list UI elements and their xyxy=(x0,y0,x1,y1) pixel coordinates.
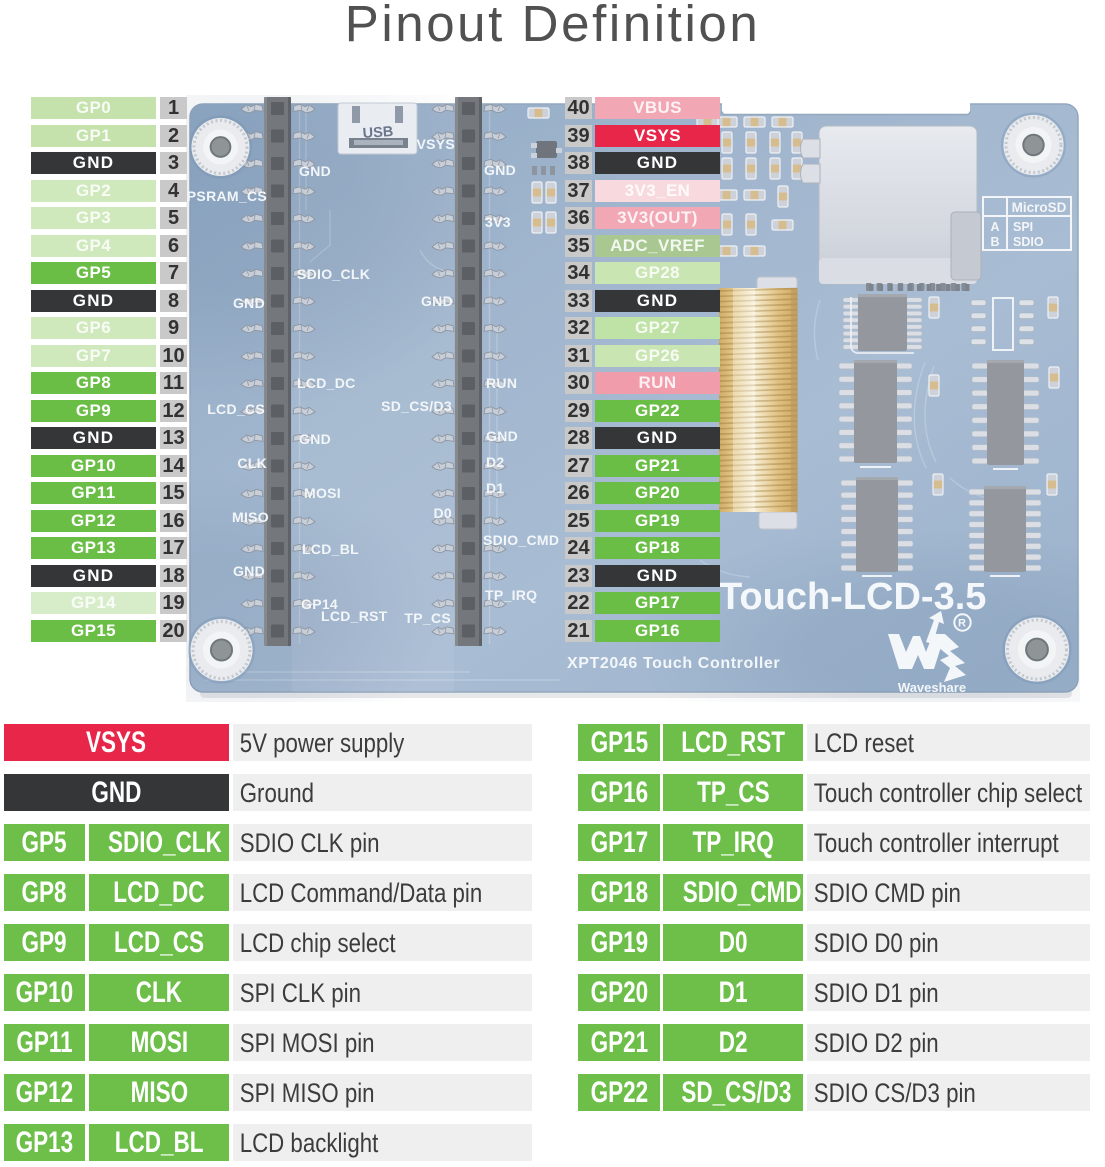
svg-text:XPT2046 Touch Controller: XPT2046 Touch Controller xyxy=(567,655,780,672)
svg-text:GND: GND xyxy=(299,431,331,447)
svg-text:R: R xyxy=(958,618,966,630)
svg-text:TP_CS: TP_CS xyxy=(404,610,451,626)
svg-text:SPI: SPI xyxy=(1013,220,1033,234)
svg-text:B: B xyxy=(990,235,999,249)
svg-text:3V3: 3V3 xyxy=(485,214,511,230)
svg-text:TP_IRQ: TP_IRQ xyxy=(485,587,537,603)
svg-text:MISO: MISO xyxy=(232,509,269,525)
svg-text:CLK: CLK xyxy=(237,455,267,471)
svg-text:SDIO_CLK: SDIO_CLK xyxy=(297,266,370,282)
svg-text:GND: GND xyxy=(486,428,518,444)
svg-text:SDIO_CMD: SDIO_CMD xyxy=(483,532,559,548)
svg-text:PSRAM_CS: PSRAM_CS xyxy=(187,188,267,204)
svg-text:GP14: GP14 xyxy=(301,596,338,612)
svg-text:MicroSD: MicroSD xyxy=(1012,200,1067,215)
svg-text:VSYS: VSYS xyxy=(416,136,455,152)
svg-text:Touch-LCD-3.5: Touch-LCD-3.5 xyxy=(719,576,986,618)
svg-text:GND: GND xyxy=(233,295,265,311)
svg-text:GND: GND xyxy=(421,293,453,309)
svg-text:LCD_CS: LCD_CS xyxy=(207,401,265,417)
svg-text:SD_CS/D3: SD_CS/D3 xyxy=(381,398,452,414)
svg-text:GND: GND xyxy=(299,163,331,179)
svg-text:Waveshare: Waveshare xyxy=(898,680,966,695)
svg-text:D0: D0 xyxy=(434,505,453,521)
svg-text:LCD_RST: LCD_RST xyxy=(321,608,388,624)
svg-text:A: A xyxy=(990,220,999,234)
svg-text:LCD_BL: LCD_BL xyxy=(302,541,359,557)
svg-text:D1: D1 xyxy=(486,480,505,496)
svg-text:GND: GND xyxy=(484,162,516,178)
svg-text:RUN: RUN xyxy=(486,375,517,391)
svg-text:GND: GND xyxy=(233,563,265,579)
svg-text:D2: D2 xyxy=(486,454,505,470)
svg-text:SDIO: SDIO xyxy=(1013,235,1044,249)
svg-text:LCD_DC: LCD_DC xyxy=(297,375,356,391)
svg-text:USB: USB xyxy=(362,124,394,142)
svg-text:MOSI: MOSI xyxy=(304,485,341,501)
